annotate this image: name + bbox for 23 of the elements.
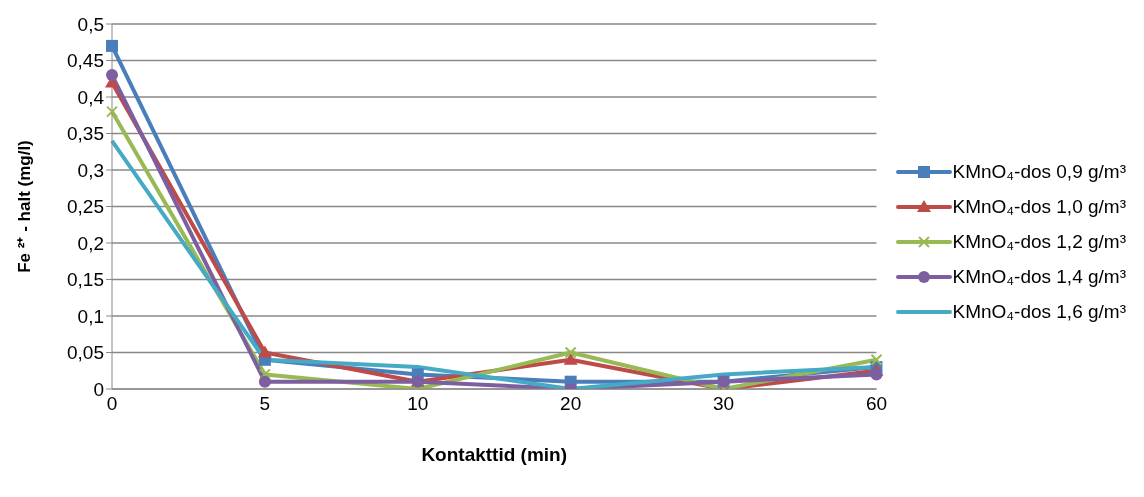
y-tick-label: 0,25 xyxy=(67,196,104,218)
y-tick-label: 0 xyxy=(93,378,104,400)
y-tick-label: 0,15 xyxy=(67,269,104,291)
y-tick-label: 0,35 xyxy=(67,123,104,145)
y-tick-label: 0,3 xyxy=(77,159,104,181)
y-tick-label: 0,4 xyxy=(77,86,105,108)
x-tick-label: 5 xyxy=(259,393,271,415)
y-axis-title: Fe ²⁺ - halt (mg/l) xyxy=(15,140,35,273)
x-axis-title: Kontakttid (min) xyxy=(421,444,568,465)
x-tick-label: 20 xyxy=(560,393,582,415)
y-tick-label: 0,05 xyxy=(67,342,104,364)
x-tick-label: 10 xyxy=(407,393,429,415)
y-tick-label: 0,5 xyxy=(77,13,104,35)
legend-label: KMnO₄-dos 1,6 g/m³ xyxy=(952,301,1126,323)
x-tick-label: 60 xyxy=(865,393,888,415)
legend-label: KMnO₄-dos 1,4 g/m³ xyxy=(952,266,1126,288)
legend-label: KMnO₄-dos 1,2 g/m³ xyxy=(952,231,1126,253)
x-tick-label: 30 xyxy=(712,393,735,415)
y-tick-label: 0,2 xyxy=(77,232,104,254)
y-tick-label: 0,45 xyxy=(67,50,104,72)
legend-label: KMnO₄-dos 1,0 g/m³ xyxy=(952,196,1126,218)
y-tick-label: 0,1 xyxy=(77,305,104,327)
legend-label: KMnO₄-dos 0,9 g/m³ xyxy=(952,161,1126,183)
